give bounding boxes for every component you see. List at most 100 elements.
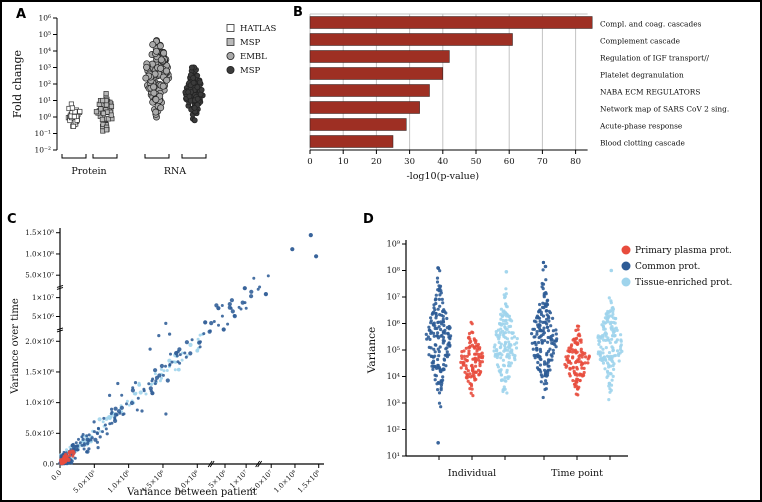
data-point <box>202 332 206 336</box>
data-point <box>437 401 442 405</box>
data-point <box>154 379 158 383</box>
data-point <box>425 337 429 341</box>
data-point <box>433 350 437 354</box>
data-point <box>129 400 135 406</box>
data-point <box>568 374 572 378</box>
data-point <box>125 402 128 406</box>
a-legend-marker <box>226 66 235 75</box>
data-point <box>510 336 514 340</box>
data-point <box>605 318 609 322</box>
data-point <box>164 364 167 368</box>
data-point <box>539 350 543 354</box>
data-point <box>150 83 158 91</box>
data-point <box>105 116 111 122</box>
a-y-tick-label: 10¹ <box>38 96 51 105</box>
data-point <box>60 460 65 465</box>
b-category-label: Regulation of IGF transport// <box>600 54 710 63</box>
data-point <box>581 362 585 366</box>
data-point <box>601 325 605 329</box>
data-point <box>308 233 313 238</box>
data-point <box>498 322 502 326</box>
data-point <box>164 321 168 325</box>
data-point <box>605 375 609 379</box>
data-point <box>438 269 442 273</box>
data-point <box>504 336 508 340</box>
data-point <box>437 325 441 329</box>
data-point <box>203 320 208 325</box>
data-point <box>98 435 102 439</box>
data-point <box>434 297 438 301</box>
data-point <box>465 354 469 358</box>
data-point <box>513 358 517 362</box>
data-point <box>252 276 256 280</box>
data-point <box>180 358 184 362</box>
a-legend-marker <box>226 24 235 32</box>
data-point <box>579 338 583 342</box>
data-point <box>495 355 499 360</box>
b-x-axis-title: -log10(p-value) <box>406 171 479 182</box>
data-point <box>93 437 98 442</box>
data-point <box>598 352 602 356</box>
data-point <box>506 348 510 352</box>
data-point <box>148 347 152 351</box>
data-point <box>435 326 439 331</box>
data-point <box>429 321 433 325</box>
data-point <box>550 341 554 345</box>
b-x-tick-label: 80 <box>570 157 581 167</box>
data-point <box>69 105 75 111</box>
panel-d-label: D <box>363 212 374 227</box>
data-point <box>256 287 260 291</box>
data-point <box>576 328 580 332</box>
data-point <box>536 353 540 357</box>
data-point <box>249 289 254 294</box>
data-point <box>574 379 578 383</box>
data-point <box>476 342 480 347</box>
data-point <box>77 437 80 441</box>
data-point <box>184 355 188 359</box>
data-point <box>615 349 620 353</box>
data-point <box>619 333 623 337</box>
data-point <box>59 454 63 458</box>
data-point <box>505 327 509 331</box>
data-point <box>612 334 616 338</box>
data-point <box>607 351 612 355</box>
bar <box>309 135 394 148</box>
data-point <box>544 302 548 306</box>
data-point <box>221 327 226 332</box>
data-point <box>474 364 478 368</box>
a-cluster-2 <box>93 91 115 134</box>
data-point <box>96 446 100 450</box>
c-points-primary <box>59 449 76 466</box>
data-point <box>147 382 151 386</box>
data-point <box>608 309 613 313</box>
data-point <box>435 382 439 386</box>
data-point <box>607 296 611 300</box>
data-point <box>440 381 444 385</box>
data-point <box>499 317 503 321</box>
data-point <box>613 321 617 325</box>
data-point <box>463 370 467 374</box>
data-point <box>507 356 511 360</box>
data-point <box>66 457 69 461</box>
data-point <box>81 433 85 436</box>
data-point <box>93 109 99 115</box>
c-y-tick-label: 1.0×10⁶ <box>25 399 54 407</box>
data-point <box>137 383 142 387</box>
c-y-tick-label: 5.0×10⁷ <box>25 272 54 280</box>
data-point <box>178 361 182 365</box>
data-point <box>85 449 90 454</box>
data-point <box>586 357 590 361</box>
data-point <box>198 333 202 337</box>
data-point <box>188 342 193 347</box>
pathway-enrichment-bar-chart: 0 10 20 30 40 50 60 70 80 Compl. and coag. cascad… <box>307 13 729 182</box>
data-point <box>539 373 543 377</box>
data-point <box>229 298 234 303</box>
d-swarm-g0-s0 <box>424 266 453 409</box>
data-point <box>87 433 91 437</box>
data-point <box>604 346 608 350</box>
data-point <box>610 306 614 310</box>
data-point <box>609 268 614 273</box>
data-point <box>507 340 511 344</box>
d-y-tick-label: 10⁸ <box>387 266 400 275</box>
data-point <box>480 356 484 360</box>
